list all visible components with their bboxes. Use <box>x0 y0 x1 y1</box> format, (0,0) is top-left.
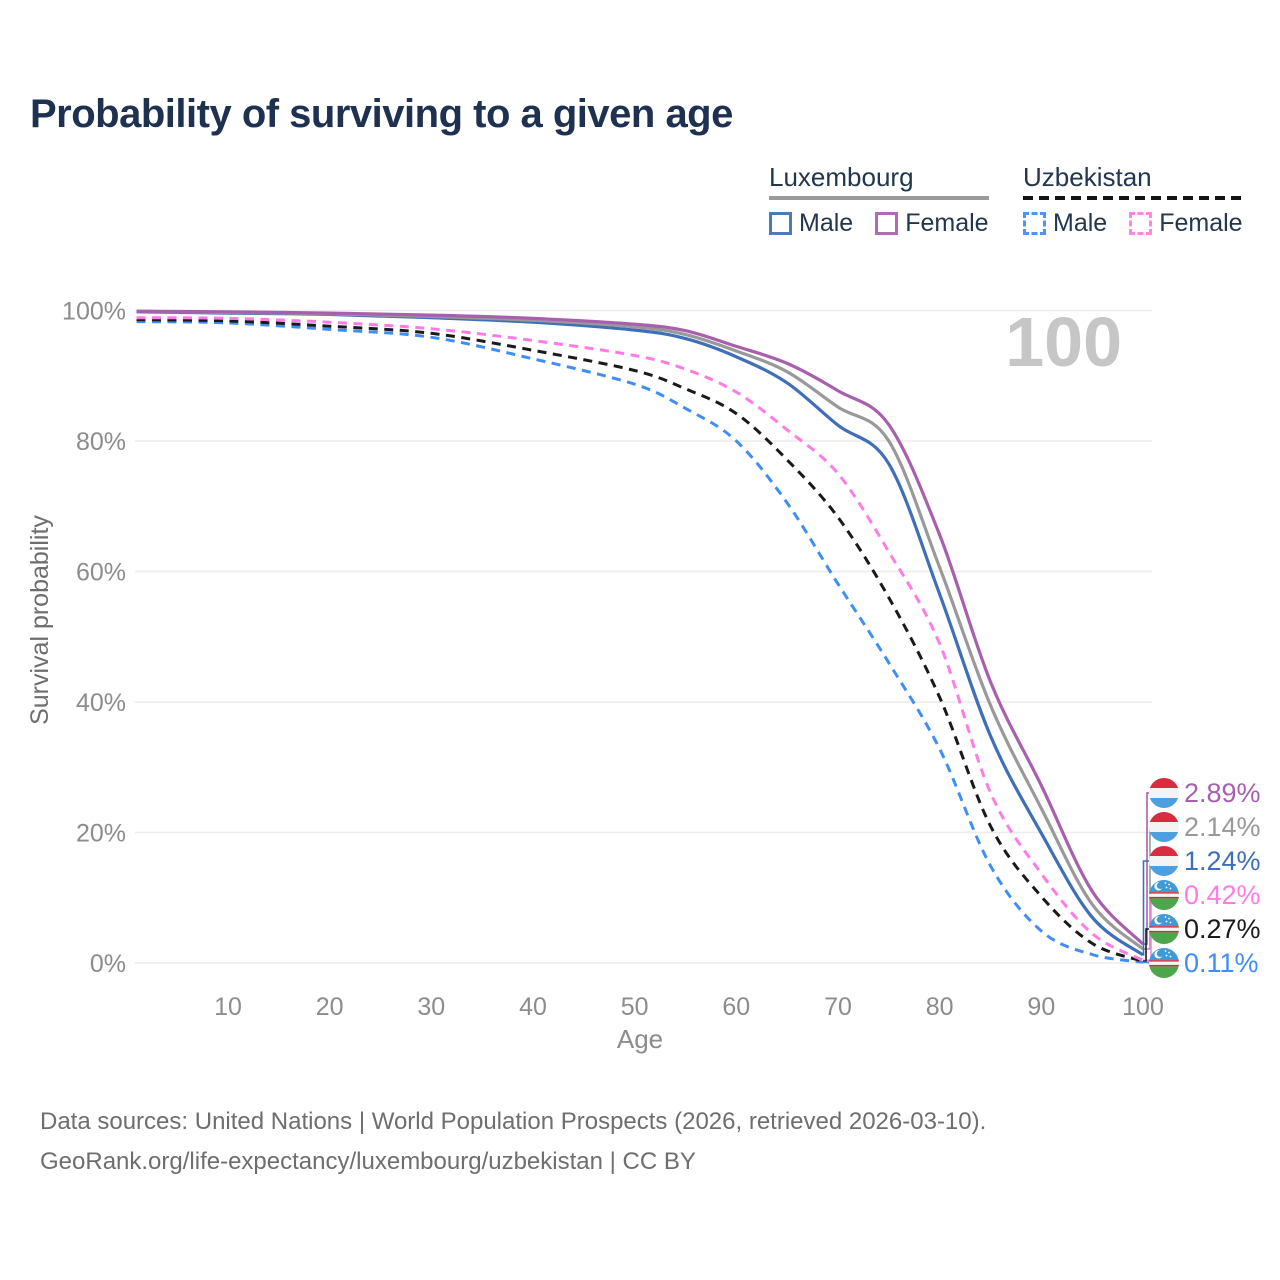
x-tick-label: 90 <box>1027 993 1055 1021</box>
legend-item-luxembourg-male[interactable]: Male <box>769 209 853 238</box>
annotation-connector <box>1142 860 1151 956</box>
curve-uzbekistan-both-sexes <box>136 318 1144 963</box>
data-source-line: Data sources: United Nations | World Pop… <box>40 1108 987 1135</box>
flag-icon-uzbekistan <box>1149 948 1179 978</box>
flag-icon-luxembourg <box>1149 778 1179 808</box>
legend-group-luxembourg: Luxembourg Male Female <box>769 162 989 238</box>
uzbekistan-male-swatch <box>1023 212 1046 235</box>
end-value-label-luxembourg-both-sexes: 2.14% <box>1184 812 1261 842</box>
x-tick-label: 60 <box>722 993 750 1021</box>
legend-label-male: Male <box>1053 209 1108 237</box>
age-counter-watermark: 100 <box>1005 303 1122 381</box>
curve-layer <box>136 309 1145 964</box>
x-tick-label: 100 <box>1122 993 1164 1021</box>
x-axis-title: Age <box>617 1024 663 1054</box>
page-title: Probability of surviving to a given age <box>30 92 733 136</box>
y-tick-label: 20% <box>76 820 126 848</box>
flag-icon-luxembourg <box>1149 846 1179 876</box>
end-value-label-luxembourg-male: 1.24% <box>1184 846 1261 876</box>
x-tick-label: 70 <box>824 993 852 1021</box>
legend-label-female: Female <box>1159 209 1243 237</box>
y-axis-title: Survival probability <box>26 515 54 725</box>
luxembourg-line-style-swatch <box>769 196 989 200</box>
x-tick-label: 30 <box>417 993 445 1021</box>
x-tick-label: 50 <box>621 993 649 1021</box>
end-value-label-luxembourg-female: 2.89% <box>1184 778 1261 808</box>
end-value-label-uzbekistan-both-sexes: 0.27% <box>1184 914 1261 944</box>
y-tick-label: 40% <box>76 689 126 717</box>
y-tick-label: 100% <box>62 298 126 326</box>
y-tick-label: 80% <box>76 428 126 456</box>
legend-item-luxembourg-female[interactable]: Female <box>875 209 989 238</box>
legend-label-male: Male <box>799 209 854 237</box>
uzbekistan-female-swatch <box>1129 212 1153 235</box>
x-tick-label: 40 <box>519 993 547 1021</box>
tick-layer: 0% 20% 40% 60% 80% 100% 10 20 30 40 50 60 70 80 90 100 <box>62 298 1164 1022</box>
y-tick-label: 0% <box>90 950 126 978</box>
x-tick-label: 80 <box>926 993 954 1021</box>
legend-country-uzbekistan[interactable]: Uzbekistan <box>1023 162 1152 192</box>
curve-luxembourg-both-sexes <box>136 309 1145 951</box>
y-tick-label: 60% <box>76 559 126 587</box>
flag-icon-uzbekistan <box>1149 880 1179 910</box>
grid-layer <box>135 309 1152 964</box>
flag-icon-luxembourg <box>1149 812 1179 842</box>
legend-item-uzbekistan-female[interactable]: Female <box>1129 209 1243 238</box>
legend-group-uzbekistan: Uzbekistan Male Female <box>1023 162 1243 238</box>
luxembourg-female-swatch <box>875 212 899 235</box>
legend-item-uzbekistan-male[interactable]: Male <box>1023 209 1107 238</box>
end-value-label-uzbekistan-male: 0.11% <box>1184 948 1259 978</box>
flag-icon-uzbekistan <box>1149 914 1179 944</box>
curve-luxembourg-female <box>136 309 1145 946</box>
annotation-layer: 2.89% 2.14% 1.24% 0.42% 0.27% 0.11% <box>1142 778 1261 978</box>
end-value-label-uzbekistan-female: 0.42% <box>1184 880 1261 910</box>
x-tick-label: 20 <box>316 993 344 1021</box>
luxembourg-male-swatch <box>769 212 792 235</box>
x-tick-label: 10 <box>214 993 242 1021</box>
curve-luxembourg-male <box>136 310 1144 957</box>
curve-uzbekistan-female <box>136 316 1144 962</box>
uzbekistan-line-style-swatch <box>1023 196 1243 200</box>
annotation-connector <box>1143 928 1151 962</box>
attribution-line: GeoRank.org/life-expectancy/luxembourg/u… <box>40 1148 696 1175</box>
curve-uzbekistan-male <box>136 320 1144 964</box>
legend-country-luxembourg[interactable]: Luxembourg <box>769 162 914 192</box>
legend-label-female: Female <box>905 209 989 237</box>
